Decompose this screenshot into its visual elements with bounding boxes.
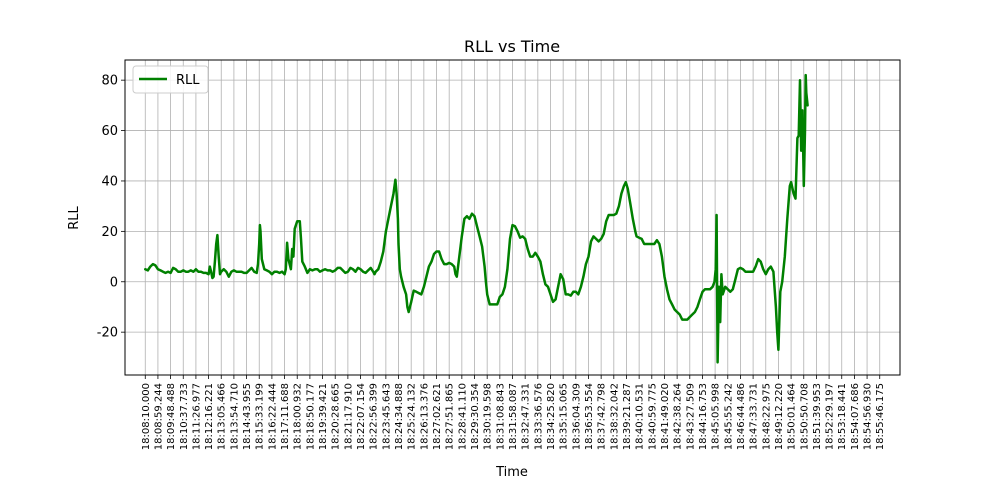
y-tick-label: -20: [97, 326, 118, 341]
x-tick-label: 18:39:21.287: [622, 383, 633, 450]
x-tick-label: 18:51:39.953: [812, 383, 823, 450]
x-tick-label: 18:42:38.264: [673, 383, 684, 450]
x-tick-label: 18:16:22.444: [267, 383, 278, 450]
x-tick-label: 18:18:50.177: [305, 383, 316, 450]
x-tick-label: 18:11:26.977: [191, 383, 202, 450]
x-tick-label: 18:44:16.753: [698, 383, 709, 450]
x-tick-label: 18:33:36.576: [533, 383, 544, 450]
y-tick-label: 80: [101, 74, 118, 89]
x-tick-label: 18:29:30.354: [470, 383, 481, 450]
x-tick-label: 18:12:16.221: [204, 383, 215, 450]
x-tick-label: 18:26:13.376: [419, 383, 430, 450]
x-tick-label: 18:45:05.998: [711, 383, 722, 450]
x-tick-label: 18:21:17.910: [343, 383, 354, 450]
y-tick-label: 40: [101, 174, 118, 189]
x-axis-label: Time: [495, 465, 528, 480]
y-axis-label: RLL: [67, 205, 82, 229]
x-tick-label: 18:54:56.930: [863, 383, 874, 450]
x-tick-label: 18:22:07.154: [356, 383, 367, 450]
series-line-rll: [144, 73, 809, 364]
x-tick-label: 18:48:22.975: [761, 383, 772, 450]
x-tick-label: 18:52:29.197: [825, 383, 836, 450]
x-tick-label: 18:53:18.441: [837, 383, 848, 450]
x-tick-label: 18:38:32.042: [609, 383, 620, 450]
x-tick-label: 18:47:33.731: [749, 383, 760, 450]
x-tick-label: 18:43:27.509: [685, 383, 696, 450]
x-tick-label: 18:08:10.000: [141, 383, 152, 450]
x-tick-label: 18:46:44.486: [736, 383, 747, 450]
x-tick-label: 18:10:37.733: [179, 383, 190, 450]
chart-title: RLL vs Time: [464, 37, 560, 56]
legend: RLL: [132, 65, 209, 94]
series-layer: [144, 73, 809, 364]
grid: [125, 60, 900, 375]
x-tick-label: 18:49:12.220: [774, 383, 785, 450]
y-tick-label: 20: [101, 225, 118, 240]
x-tick-label: 18:31:58.087: [508, 383, 519, 450]
x-tick-label: 18:15:33.199: [255, 383, 266, 450]
x-tick-label: 18:40:10.531: [635, 383, 646, 450]
x-tick-label: 18:18:00.932: [293, 383, 304, 450]
x-tick-label: 18:27:02.621: [432, 383, 443, 450]
y-tick-label: 0: [110, 275, 118, 290]
x-tick-label: 18:17:11.688: [280, 383, 291, 450]
x-tick-label: 18:27:51.865: [445, 383, 456, 450]
x-tick-label: 18:22:56.399: [369, 383, 380, 450]
y-tick-label: 60: [101, 124, 118, 139]
x-tick-label: 18:28:41.110: [457, 383, 468, 450]
x-tick-label: 18:50:50.708: [799, 383, 810, 450]
x-tick-label: 18:08:59.244: [153, 383, 164, 450]
y-axis-ticks: -20 0 20 40 60 80: [97, 74, 125, 341]
x-axis-ticks: 18:08:10.000 18:08:59.244 18:09:48.488 18:1…: [141, 375, 886, 450]
x-tick-label: 18:34:25.820: [546, 383, 557, 450]
x-tick-label: 18:36:53.554: [584, 383, 595, 450]
x-tick-label: 18:19:39.421: [318, 383, 329, 450]
x-tick-label: 18:23:45.643: [381, 383, 392, 450]
legend-label-rll: RLL: [176, 73, 200, 88]
x-tick-label: 18:45:55.242: [723, 383, 734, 450]
x-tick-label: 18:36:04.309: [571, 383, 582, 450]
x-tick-label: 18:13:54.710: [229, 383, 240, 450]
legend-box: [132, 65, 209, 94]
x-tick-label: 18:32:47.331: [521, 383, 532, 450]
x-tick-label: 18:09:48.488: [166, 383, 177, 450]
x-tick-label: 18:13:05.466: [217, 383, 228, 450]
x-tick-label: 18:55:46.175: [875, 383, 886, 450]
x-tick-label: 18:41:49.020: [660, 383, 671, 450]
x-tick-label: 18:37:42.798: [597, 383, 608, 450]
x-tick-label: 18:50:01.464: [787, 383, 798, 450]
x-tick-label: 18:40:59.775: [647, 383, 658, 450]
x-tick-label: 18:20:28.665: [331, 383, 342, 450]
x-tick-label: 18:14:43.955: [242, 383, 253, 450]
x-tick-label: 18:30:19.598: [483, 383, 494, 450]
x-tick-label: 18:25:24.132: [407, 383, 418, 450]
x-tick-label: 18:35:15.065: [559, 383, 570, 450]
x-tick-label: 18:31:08.843: [495, 383, 506, 450]
x-tick-label: 18:24:34.888: [394, 383, 405, 450]
x-tick-label: 18:54:07.686: [850, 383, 861, 450]
